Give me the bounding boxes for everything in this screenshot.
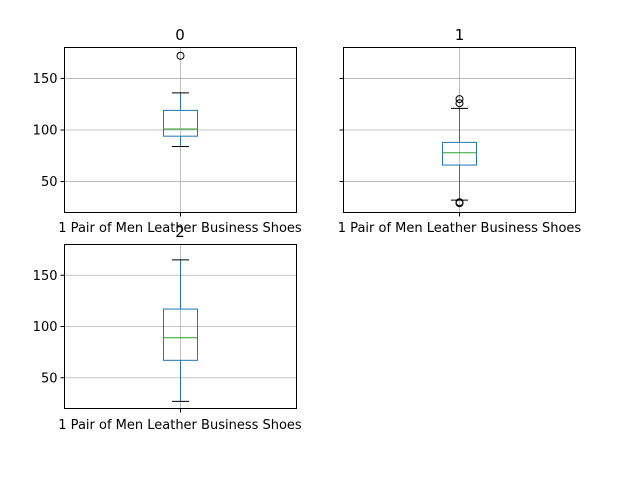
y-tick-label: 50	[41, 371, 58, 386]
y-tick-label: 150	[33, 72, 58, 87]
box-iqr	[163, 109, 198, 137]
x-category-label-2: 1 Pair of Men Leather Business Shoes	[58, 418, 302, 433]
y-tick-label: 150	[33, 269, 58, 284]
subplot-title-0: 0	[175, 26, 185, 44]
subplot-0: 0 1 Pair of Men Leather Business Shoes 5…	[33, 26, 302, 236]
subplot-2: 2 1 Pair of Men Leather Business Shoes 5…	[33, 223, 302, 433]
y-tick-label: 50	[41, 175, 58, 190]
outlier-point	[455, 95, 464, 104]
subplot-title-2: 2	[175, 223, 185, 241]
outlier-point	[455, 198, 464, 207]
subplot-1: 1 1 Pair of Men Leather Business Shoes	[338, 26, 582, 236]
subplot-title-1: 1	[455, 26, 465, 44]
x-category-label-1: 1 Pair of Men Leather Business Shoes	[338, 221, 582, 236]
outlier-point	[176, 51, 185, 60]
outlier-point	[455, 99, 464, 108]
box-iqr	[163, 308, 198, 361]
x-category-label-0: 1 Pair of Men Leather Business Shoes	[58, 221, 302, 236]
y-tick-label: 100	[33, 124, 58, 139]
box-iqr	[442, 141, 477, 166]
y-tick-label: 100	[33, 320, 58, 335]
